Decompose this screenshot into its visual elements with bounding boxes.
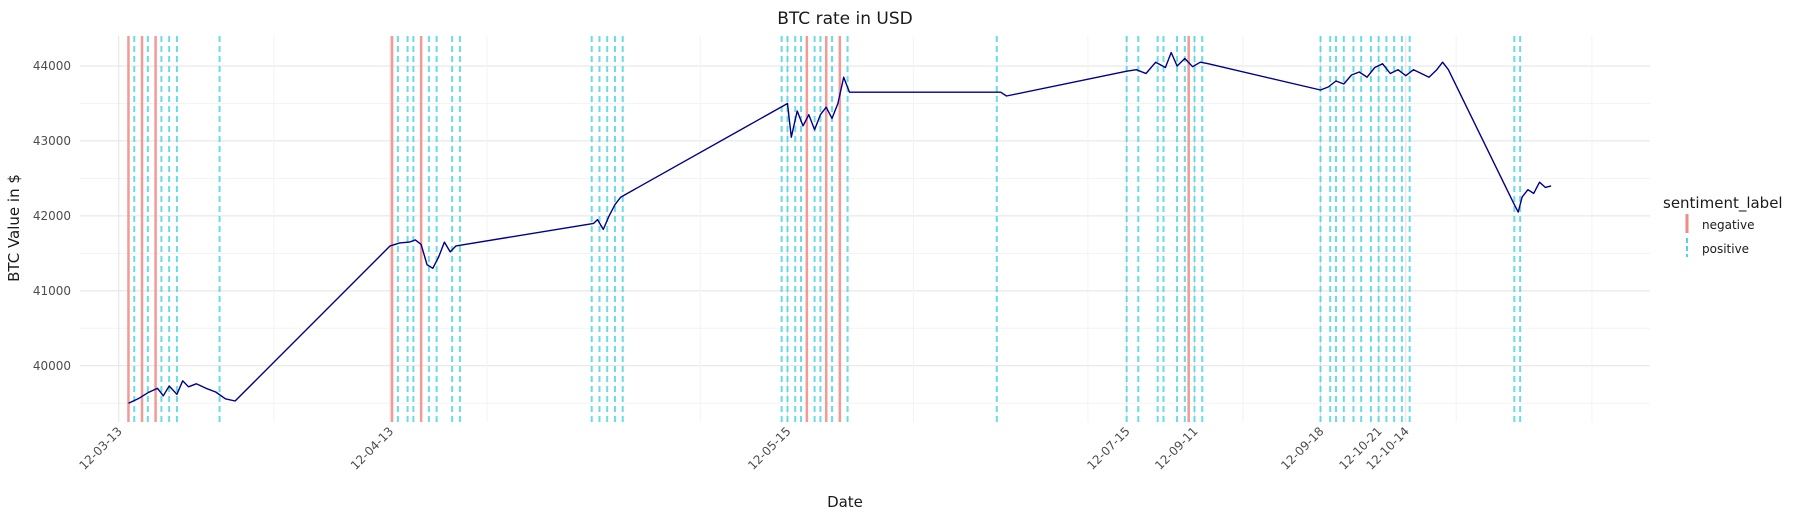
chart-title: BTC rate in USD (777, 9, 913, 29)
sentiment-lines (127, 36, 1522, 422)
y-ticks: 40000 41000 42000 43000 44000 (33, 59, 71, 373)
legend-label-negative: negative (1702, 218, 1754, 232)
y-axis-title: BTC Value in $ (5, 174, 23, 282)
x-ticks: 12-03-13 12-04-13 12-05-15 12-07-15 12-09-11… (76, 424, 1411, 472)
legend-title: sentiment_label (1663, 194, 1783, 213)
y-tick-label: 40000 (33, 359, 71, 373)
y-tick-label: 41000 (33, 284, 71, 298)
y-tick-label: 44000 (33, 59, 71, 73)
legend: sentiment_label negative positive (1663, 194, 1783, 257)
btc-price-line (128, 51, 1552, 404)
x-tick-label: 12-03-13 (76, 424, 124, 472)
x-tick-label: 12-07-15 (1084, 424, 1132, 472)
x-tick-label: 12-09-18 (1278, 424, 1326, 472)
x-tick-label: 12-04-13 (348, 424, 396, 472)
legend-label-positive: positive (1702, 242, 1749, 256)
series-layer (128, 51, 1552, 404)
y-tick-label: 42000 (33, 209, 71, 223)
x-tick-label: 12-09-11 (1152, 424, 1200, 472)
x-tick-label: 12-05-15 (745, 424, 793, 472)
grid-layer (80, 36, 1650, 422)
y-tick-label: 43000 (33, 134, 71, 148)
x-axis-title: Date (827, 493, 863, 511)
